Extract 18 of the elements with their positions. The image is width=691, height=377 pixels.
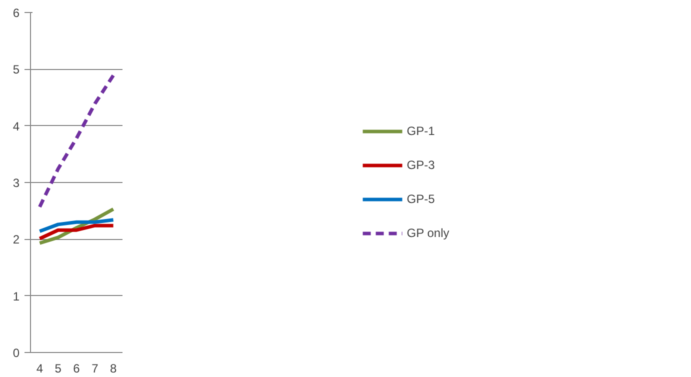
x-tick-label: 8 [110, 362, 117, 376]
legend-label: GP-1 [406, 124, 435, 138]
legend-label: GP-5 [406, 192, 435, 206]
x-tick-label: 5 [54, 362, 62, 376]
y-tick-label: 5 [12, 62, 20, 77]
y-tick-label: 1 [12, 289, 20, 304]
y-tick-label: 4 [12, 119, 20, 134]
x-tick-label: 6 [73, 362, 80, 376]
legend-label: GP only [406, 226, 450, 240]
x-tick-label: 7 [92, 362, 99, 376]
line-series [38, 74, 116, 209]
legend-label: GP-3 [406, 158, 435, 172]
line-series [38, 218, 116, 233]
y-tick-label: 6 [12, 6, 20, 20]
y-tick-label: 0 [12, 346, 20, 360]
y-tick-label: 3 [12, 176, 20, 190]
y-tick-label: 2 [12, 232, 20, 247]
x-tick-label: 4 [36, 362, 44, 376]
